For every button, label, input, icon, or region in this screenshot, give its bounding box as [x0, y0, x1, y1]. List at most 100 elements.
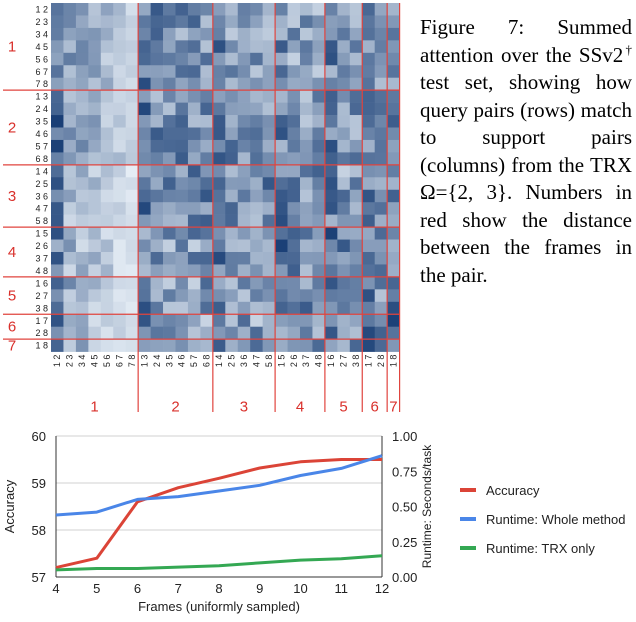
- heatmap-cell: [262, 65, 276, 78]
- heatmap-cell: [287, 27, 301, 41]
- heatmap-cell: [175, 326, 189, 340]
- heatmap-cell: [75, 239, 89, 253]
- heatmap-cell: [237, 65, 251, 78]
- heatmap-cell: [300, 339, 313, 352]
- heatmap-cell: [88, 227, 102, 240]
- heatmap-cell: [312, 326, 326, 340]
- heatmap-cell: [113, 339, 126, 352]
- heatmap-cell: [212, 227, 226, 240]
- heatmap-cell: [100, 264, 114, 278]
- heatmap-cell: [51, 65, 64, 78]
- right-axis-title: Runtime: Seconds/task: [420, 444, 434, 568]
- heatmap-cell: [362, 40, 375, 54]
- heatmap-cell: [374, 189, 388, 203]
- heatmap-cell: [51, 189, 64, 203]
- heatmap-cell: [250, 177, 263, 191]
- col-label: 2 5: [227, 355, 237, 368]
- heatmap-cell: [312, 276, 326, 290]
- row-label: 2 4: [35, 104, 48, 114]
- heatmap-cell: [324, 127, 338, 141]
- heatmap-cell: [51, 152, 64, 166]
- heatmap-cell: [200, 40, 214, 54]
- heatmap-cell: [275, 115, 288, 128]
- heatmap-cell: [225, 127, 239, 141]
- heatmap-cell: [275, 65, 288, 78]
- heatmap-cell: [237, 339, 251, 352]
- heatmap-cell: [175, 52, 189, 66]
- heatmap-cell: [150, 65, 164, 78]
- col-group-label: 1: [90, 399, 98, 412]
- heatmap-cell: [324, 189, 338, 203]
- heatmap-cell: [212, 52, 226, 66]
- col-label: 4 8: [314, 355, 324, 368]
- heatmap-cell: [150, 127, 164, 141]
- heatmap-cell: [75, 189, 89, 203]
- heatmap-cell: [337, 339, 351, 352]
- heatmap-cell: [324, 339, 338, 352]
- heatmap-cell: [100, 77, 114, 91]
- heatmap-cell: [100, 152, 114, 166]
- heatmap-cell: [300, 27, 313, 41]
- heatmap-cell: [212, 115, 226, 128]
- heatmap-cell: [237, 139, 251, 153]
- x-tick-label: 8: [215, 581, 222, 596]
- heatmap-cell: [150, 139, 164, 153]
- heatmap-cell: [175, 214, 189, 228]
- heatmap-cell: [225, 276, 239, 290]
- row-label: 2 5: [35, 179, 48, 189]
- heatmap-cell: [349, 202, 363, 215]
- caption-dagger: †: [623, 41, 632, 57]
- heatmap-cell: [125, 339, 139, 352]
- heatmap-cell: [312, 77, 326, 91]
- row-label: 1 6: [35, 278, 48, 288]
- col-label: 1 3: [139, 355, 149, 368]
- heatmap-cell: [75, 326, 89, 340]
- heatmap-cell: [324, 252, 338, 265]
- row-label: 2 6: [35, 241, 48, 251]
- heatmap-cell: [113, 27, 126, 41]
- heatmap-cell: [362, 115, 375, 128]
- heatmap-cell: [387, 152, 400, 166]
- right-tick-label: 1.00: [392, 429, 417, 444]
- heatmap-cell: [324, 326, 338, 340]
- heatmap-cell: [150, 52, 164, 66]
- heatmap-cell: [324, 52, 338, 66]
- heatmap-cell: [387, 65, 400, 78]
- heatmap-cell: [287, 177, 301, 191]
- heatmap-cell: [63, 27, 77, 41]
- heatmap-cell: [300, 264, 313, 278]
- heatmap-cell: [362, 27, 375, 41]
- heatmap-cell: [200, 289, 214, 303]
- heatmap-cell: [51, 252, 64, 265]
- heatmap-cell: [300, 239, 313, 253]
- heatmap-cell: [262, 239, 276, 253]
- heatmap-cell: [374, 214, 388, 228]
- heatmap-cell: [212, 152, 226, 166]
- heatmap-cell: [349, 40, 363, 54]
- heatmap-cell: [349, 3, 363, 16]
- heatmap-cell: [138, 301, 151, 315]
- heatmap-cell: [212, 289, 226, 303]
- heatmap-cell: [75, 90, 89, 103]
- heatmap-cell: [262, 289, 276, 303]
- heatmap-cell: [387, 102, 400, 116]
- heatmap-cell: [150, 3, 164, 16]
- heatmap-cell: [237, 177, 251, 191]
- heatmap-cell: [150, 202, 164, 215]
- heatmap-cell: [187, 139, 201, 153]
- heatmap-cell: [312, 189, 326, 203]
- col-label: 2 4: [152, 355, 162, 368]
- heatmap-cell: [100, 90, 114, 103]
- heatmap-cell: [125, 239, 139, 253]
- heatmap-cell: [175, 90, 189, 103]
- heatmap-cell: [349, 252, 363, 265]
- heatmap-cell: [175, 102, 189, 116]
- heatmap-cell: [387, 77, 400, 91]
- heatmap-cell: [163, 102, 176, 116]
- heatmap-cell: [51, 227, 64, 240]
- row-label: 4 7: [35, 204, 48, 214]
- heatmap-cell: [237, 152, 251, 166]
- heatmap-cell: [200, 3, 214, 16]
- heatmap-cell: [300, 301, 313, 315]
- heatmap-cell: [349, 289, 363, 303]
